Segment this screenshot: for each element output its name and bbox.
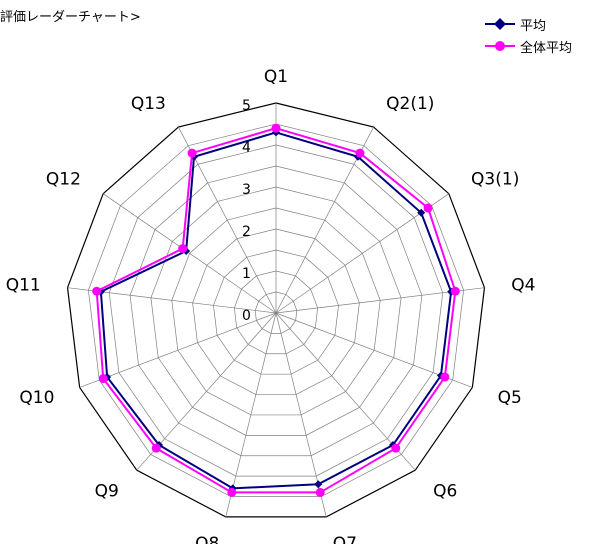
- data-point-circle: [92, 286, 102, 296]
- data-point-circle: [187, 148, 197, 158]
- axis-label: Q11: [6, 275, 41, 295]
- tick-label: 4: [242, 140, 251, 156]
- grid-ring: [171, 207, 381, 416]
- data-point-circle: [450, 286, 460, 296]
- legend-marker-circle-icon: [495, 41, 505, 51]
- grid-ring: [213, 249, 339, 375]
- tick-label: 2: [242, 224, 251, 240]
- grid-ring: [108, 144, 444, 477]
- data-point-circle: [391, 443, 401, 453]
- data-point-circle: [423, 203, 433, 213]
- tick-label: 3: [242, 182, 251, 198]
- grid-ring: [66, 102, 486, 518]
- data-point-circle: [178, 244, 188, 254]
- axis-label: Q10: [19, 388, 54, 408]
- data-point-circle: [355, 148, 365, 158]
- axis-label: Q5: [498, 388, 522, 408]
- tick-label: 1: [242, 266, 251, 282]
- data-point-circle: [98, 374, 108, 384]
- grid-ring: [233, 270, 319, 355]
- axis-label: Q9: [95, 481, 119, 501]
- axis-label: Q4: [511, 275, 535, 295]
- series-line-overall-avg: [95, 127, 457, 494]
- data-point-circle: [271, 123, 281, 133]
- data-point-circle: [227, 487, 237, 497]
- grid-ring: [192, 228, 360, 395]
- axis-label: Q1: [264, 67, 288, 87]
- tick-label: 0: [242, 308, 251, 324]
- data-point-circle: [151, 443, 161, 453]
- grid-spoke: [79, 312, 277, 388]
- grid-spoke: [225, 312, 277, 517]
- axis-label: Q7: [333, 534, 357, 544]
- axis-label: Q12: [46, 169, 81, 189]
- grid-ring: [129, 165, 423, 457]
- grid-ring: [150, 186, 402, 436]
- grid-ring: [254, 291, 298, 334]
- axis-label: Q6: [433, 481, 457, 501]
- data-point-circle: [315, 487, 325, 497]
- axis-label: Q8: [195, 534, 219, 544]
- data-point-diamond: [314, 480, 323, 489]
- data-point-diamond: [417, 208, 426, 217]
- grid-spoke: [102, 193, 277, 314]
- axis-label: Q3(1): [471, 169, 519, 189]
- chart-title: 評価レーダーチャート>: [0, 10, 141, 25]
- grid-ring: [88, 123, 464, 497]
- axis-label: Q2(1): [386, 94, 434, 114]
- series-line-avg: [99, 131, 453, 490]
- legend-marker-diamond-icon: [494, 18, 506, 30]
- data-point-circle: [440, 372, 450, 382]
- axis-label: Q13: [131, 94, 166, 114]
- legend-label-overall-avg: 全体平均: [520, 41, 573, 56]
- legend-label-avg: 平均: [520, 19, 547, 34]
- tick-label: 5: [242, 98, 251, 114]
